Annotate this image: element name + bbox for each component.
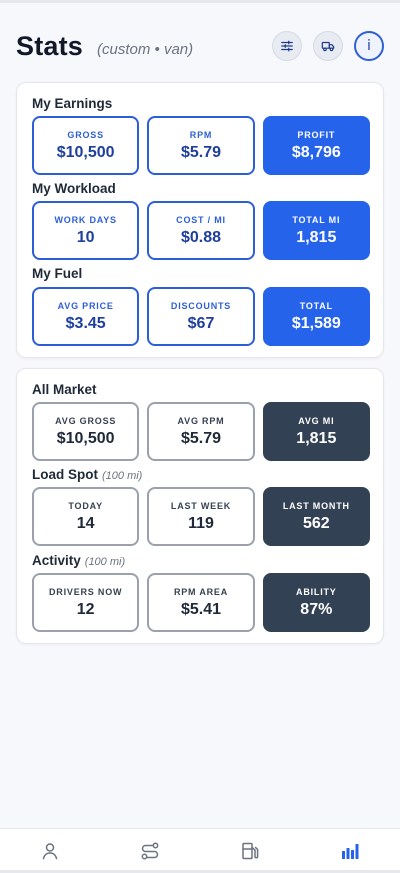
tile-last-month[interactable]: LAST MONTH 562 xyxy=(262,487,370,546)
section-note: (100 mi) xyxy=(102,470,143,482)
tile-value: $10,500 xyxy=(56,143,115,161)
section-note: (100 mi) xyxy=(84,556,126,568)
tile-label: AVG RPM xyxy=(177,415,225,426)
my-stats-card: My Earnings GROSS $10,500 RPM $5.79 PROF… xyxy=(16,82,384,358)
tile-label: AVG GROSS xyxy=(55,415,117,426)
tile-label: COST / MI xyxy=(176,214,226,225)
tile-drivers-now[interactable]: DRIVERS NOW 12 xyxy=(32,573,140,632)
tile-cost-per-mile[interactable]: COST / MI $0.88 xyxy=(147,201,255,260)
market-row: AVG GROSS $10,500 AVG RPM $5.79 AVG MI 1… xyxy=(32,402,370,461)
tile-avg-gross[interactable]: AVG GROSS $10,500 xyxy=(32,402,140,461)
tile-label: TOTAL MI xyxy=(292,214,341,225)
tile-label: GROSS xyxy=(67,129,104,140)
tile-rpm-area[interactable]: RPM AREA $5.41 xyxy=(147,573,255,632)
tile-label: TODAY xyxy=(68,500,103,511)
section-title-fuel: My Fuel xyxy=(32,266,83,281)
tile-label: RPM xyxy=(189,129,213,140)
nav-stats[interactable] xyxy=(300,829,400,873)
section-title-text: Load Spot xyxy=(32,467,98,482)
tile-avg-miles[interactable]: AVG MI 1,815 xyxy=(262,402,370,461)
tile-label: LAST MONTH xyxy=(282,500,350,511)
tile-value: 12 xyxy=(76,600,95,618)
page-title: Stats xyxy=(16,30,84,61)
nav-fuel[interactable] xyxy=(200,829,300,873)
tile-avg-price[interactable]: AVG PRICE $3.45 xyxy=(32,287,140,346)
section-title-load-spot: Load Spot (100 mi) xyxy=(32,467,142,482)
profile-icon xyxy=(42,843,58,860)
tile-value: $8,796 xyxy=(291,143,341,161)
tile-label: PROFIT xyxy=(297,129,336,140)
tile-value: $5.79 xyxy=(180,429,222,447)
tile-label: RPM AREA xyxy=(173,586,229,597)
tile-avg-rpm[interactable]: AVG RPM $5.79 xyxy=(147,402,255,461)
tile-value: $0.88 xyxy=(180,228,222,246)
tile-label: AVG PRICE xyxy=(57,300,114,311)
tile-gross[interactable]: GROSS $10,500 xyxy=(32,116,140,175)
tile-value: 562 xyxy=(302,514,330,532)
section-title-text: All Market xyxy=(32,382,97,397)
stats-icon xyxy=(342,844,359,859)
tile-value: $5.41 xyxy=(180,600,222,618)
load-spot-row: TODAY 14 LAST WEEK 119 LAST MONTH 562 xyxy=(32,487,370,546)
truck-icon xyxy=(321,41,335,52)
section-title-market: All Market xyxy=(32,382,97,397)
tile-profit[interactable]: PROFIT $8,796 xyxy=(262,116,370,175)
tile-label: AVG MI xyxy=(298,415,335,426)
nav-profile[interactable] xyxy=(0,829,100,873)
tile-value: 1,815 xyxy=(296,228,337,246)
tile-label: DISCOUNTS xyxy=(170,300,232,311)
tile-value: $10,500 xyxy=(56,429,115,447)
tile-total-miles[interactable]: TOTAL MI 1,815 xyxy=(262,201,370,260)
tile-value: 14 xyxy=(76,514,95,532)
tile-value: 10 xyxy=(76,228,95,246)
fuel-icon xyxy=(242,842,259,860)
info-button[interactable]: i xyxy=(354,31,384,61)
tile-label: TOTAL xyxy=(299,300,333,311)
tile-label: DRIVERS NOW xyxy=(49,586,123,597)
tile-rpm[interactable]: RPM $5.79 xyxy=(147,116,255,175)
section-title-activity: Activity (100 mi) xyxy=(32,553,125,568)
nav-routes[interactable] xyxy=(100,829,200,873)
tile-ability[interactable]: ABILITY 87% xyxy=(262,573,370,632)
sliders-icon xyxy=(281,40,293,52)
workload-row: WORK DAYS 10 COST / MI $0.88 TOTAL MI 1,… xyxy=(32,201,370,260)
tile-today[interactable]: TODAY 14 xyxy=(32,487,140,546)
tile-label: WORK DAYS xyxy=(54,214,117,225)
section-title-earnings: My Earnings xyxy=(32,96,113,111)
page-header: Stats (custom • van) i xyxy=(16,28,384,64)
filter-button[interactable] xyxy=(272,31,302,61)
tile-discounts[interactable]: DISCOUNTS $67 xyxy=(147,287,255,346)
tile-value: $5.79 xyxy=(180,143,222,161)
tile-last-week[interactable]: LAST WEEK 119 xyxy=(147,487,255,546)
tile-value: 119 xyxy=(188,514,214,532)
tile-label: ABILITY xyxy=(296,586,337,597)
tile-value: $1,589 xyxy=(291,314,341,332)
tile-value: 1,815 xyxy=(296,429,337,447)
top-edge xyxy=(0,0,400,3)
vehicle-button[interactable] xyxy=(313,31,343,61)
route-icon xyxy=(141,842,159,860)
bottom-navigation xyxy=(0,828,400,873)
earnings-row: GROSS $10,500 RPM $5.79 PROFIT $8,796 xyxy=(32,116,370,175)
tile-label: LAST WEEK xyxy=(170,500,232,511)
market-stats-card: All Market AVG GROSS $10,500 AVG RPM $5.… xyxy=(16,368,384,644)
section-title-workload: My Workload xyxy=(32,181,116,196)
fuel-row: AVG PRICE $3.45 DISCOUNTS $67 TOTAL $1,5… xyxy=(32,287,370,346)
page-subtitle: (custom • van) xyxy=(97,40,194,58)
activity-row: DRIVERS NOW 12 RPM AREA $5.41 ABILITY 87… xyxy=(32,573,370,632)
section-title-text: Activity xyxy=(32,553,81,568)
tile-value: 87% xyxy=(300,600,333,618)
tile-work-days[interactable]: WORK DAYS 10 xyxy=(32,201,140,260)
tile-value: $67 xyxy=(187,314,215,332)
info-icon: i xyxy=(367,38,371,54)
tile-fuel-total[interactable]: TOTAL $1,589 xyxy=(262,287,370,346)
bottom-edge xyxy=(0,870,400,873)
tile-value: $3.45 xyxy=(65,314,106,332)
header-actions: i xyxy=(272,31,384,61)
